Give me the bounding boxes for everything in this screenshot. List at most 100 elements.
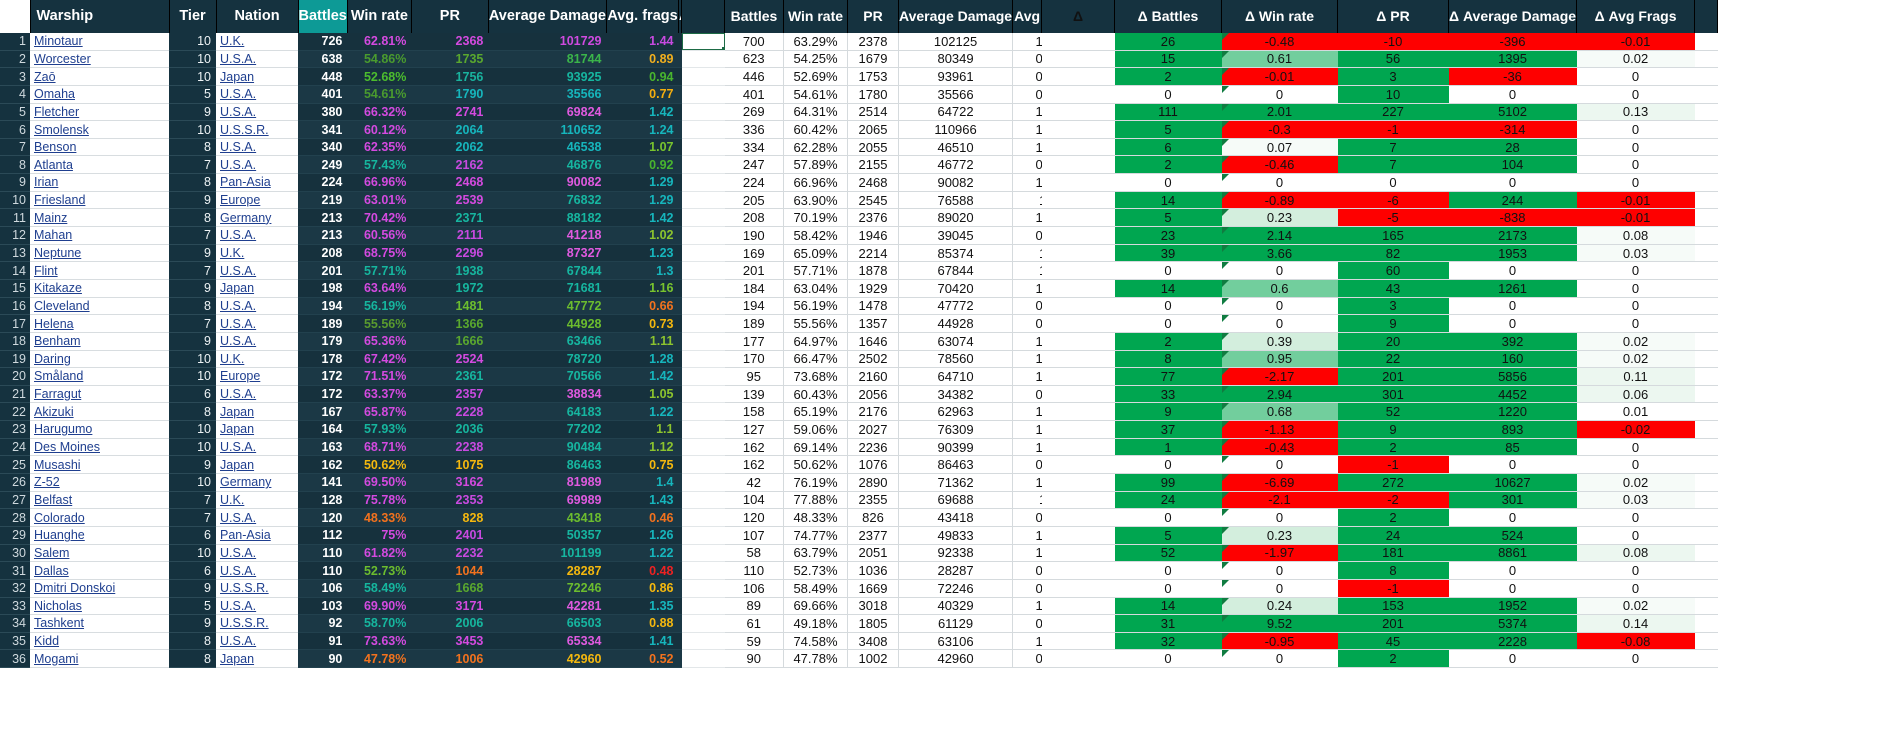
warship-name-cell[interactable]: Dallas (30, 561, 169, 580)
delta-spacer-cell[interactable] (1041, 526, 1115, 545)
warship-link[interactable]: Cleveland (34, 298, 90, 313)
nation-link[interactable]: U.K. (220, 351, 245, 366)
header-warship[interactable]: Warship (29, 0, 170, 33)
nation-link[interactable]: U.K. (220, 34, 245, 49)
delta-spacer-cell[interactable] (1041, 33, 1115, 51)
warship-name-cell[interactable]: Huanghe (30, 526, 169, 545)
nation-link[interactable]: U.S.A. (220, 104, 257, 119)
nation-link[interactable]: U.S.A. (220, 140, 257, 155)
delta-spacer-cell[interactable] (1041, 332, 1115, 351)
nation-cell[interactable]: U.S.A. (216, 332, 298, 351)
spacer-cell[interactable] (681, 244, 725, 263)
mid-header-pr[interactable]: PR (847, 0, 899, 33)
warship-link[interactable]: Colorado (34, 510, 85, 525)
header-battles[interactable]: Battles (297, 0, 348, 33)
warship-link[interactable]: Omaha (34, 87, 75, 102)
spacer-cell[interactable] (681, 50, 725, 69)
warship-name-cell[interactable]: Mogami (30, 649, 169, 669)
delta-spacer-cell[interactable] (1041, 385, 1115, 404)
warship-name-cell[interactable]: Colorado (30, 508, 169, 527)
nation-link[interactable]: U.S.A. (220, 87, 257, 102)
nation-cell[interactable]: U.K. (216, 244, 298, 263)
spacer-cell[interactable] (681, 155, 725, 175)
warship-link[interactable]: Z-52 (34, 475, 60, 490)
mid-header-win-rate[interactable]: Win rate (783, 0, 848, 33)
warship-link[interactable]: Huanghe (34, 528, 85, 543)
delta-spacer-cell[interactable] (1041, 420, 1115, 439)
spacer-cell[interactable] (681, 473, 725, 492)
nation-cell[interactable]: Japan (216, 402, 298, 422)
nation-cell[interactable]: U.S.A. (216, 632, 298, 651)
warship-link[interactable]: Des Moines (34, 440, 100, 455)
delta-spacer-cell[interactable] (1041, 67, 1115, 86)
nation-cell[interactable]: U.S.A. (216, 103, 298, 122)
warship-name-cell[interactable]: Harugumo (30, 420, 169, 439)
warship-name-cell[interactable]: Atlanta (30, 155, 169, 175)
delta-spacer-cell[interactable] (1041, 614, 1115, 633)
spacer-cell[interactable] (681, 420, 725, 439)
delta-spacer-cell[interactable] (1041, 103, 1115, 122)
mid-header-average-damage[interactable]: Average Damage (897, 0, 1014, 33)
spacer-cell[interactable] (681, 491, 725, 510)
nation-cell[interactable]: Pan-Asia (216, 526, 298, 545)
nation-link[interactable]: U.S.S.R. (220, 581, 269, 596)
warship-name-cell[interactable]: Cleveland (30, 297, 169, 316)
delta-spacer-cell[interactable] (1041, 279, 1115, 298)
delta-spacer-cell[interactable] (1041, 226, 1115, 245)
nation-link[interactable]: U.S.A. (220, 545, 257, 560)
spacer-cell[interactable] (681, 297, 725, 316)
warship-name-cell[interactable]: Omaha (30, 85, 169, 104)
spacer-cell[interactable] (681, 261, 725, 280)
delta-spacer-cell[interactable] (1041, 402, 1115, 422)
delta-spacer-cell[interactable] (1041, 632, 1115, 651)
warship-link[interactable]: Akizuki (34, 404, 74, 419)
warship-link[interactable]: Dmitri Donskoi (34, 581, 116, 596)
delta-spacer-cell[interactable] (1041, 508, 1115, 527)
warship-link[interactable]: Benson (34, 140, 77, 155)
delta-spacer-cell[interactable] (1041, 438, 1115, 457)
nation-link[interactable]: Europe (220, 369, 261, 384)
nation-link[interactable]: U.S.A. (220, 263, 257, 278)
warship-name-cell[interactable]: Salem (30, 544, 169, 563)
nation-link[interactable]: Japan (220, 404, 255, 419)
warship-name-cell[interactable]: Benson (30, 138, 169, 157)
delta-spacer-cell[interactable] (1041, 191, 1115, 210)
warship-name-cell[interactable]: Daring (30, 350, 169, 369)
nation-link[interactable]: U.K. (220, 492, 245, 507)
warship-link[interactable]: Mahan (34, 228, 73, 243)
delta-spacer-cell[interactable] (1041, 579, 1115, 598)
warship-name-cell[interactable]: Småland (30, 367, 169, 386)
nation-cell[interactable]: U.S.A. (216, 226, 298, 245)
warship-name-cell[interactable]: Helena (30, 314, 169, 333)
nation-link[interactable]: Europe (220, 193, 261, 208)
nation-cell[interactable]: Germany (216, 208, 298, 228)
spacer-cell[interactable] (681, 579, 725, 598)
spacer-cell[interactable] (681, 438, 725, 457)
header-average-damage[interactable]: Average Damage (487, 0, 608, 33)
delta-spacer-cell[interactable] (1041, 50, 1115, 69)
nation-link[interactable]: U.S.A. (220, 440, 257, 455)
nation-link[interactable]: U.S.A. (220, 228, 257, 243)
nation-cell[interactable]: U.S.A. (216, 155, 298, 175)
spacer-cell[interactable] (681, 314, 725, 333)
spacer-cell[interactable] (681, 402, 725, 422)
delta-spacer-cell[interactable] (1041, 491, 1115, 510)
spacer-cell[interactable] (681, 508, 725, 527)
warship-name-cell[interactable]: Friesland (30, 191, 169, 210)
nation-cell[interactable]: U.S.A. (216, 508, 298, 527)
nation-link[interactable]: U.S.S.R. (220, 122, 269, 137)
nation-link[interactable]: Japan (220, 281, 255, 296)
delta-spacer-cell[interactable] (1041, 455, 1115, 475)
warship-link[interactable]: Worcester (34, 51, 91, 66)
nation-link[interactable]: Japan (220, 651, 255, 666)
nation-cell[interactable]: U.S.A. (216, 314, 298, 333)
warship-name-cell[interactable]: Akizuki (30, 402, 169, 422)
spacer-cell[interactable] (681, 226, 725, 245)
delta-header-battles[interactable]: Δ Battles (1114, 0, 1222, 33)
header-pr[interactable]: PR (410, 0, 489, 33)
nation-cell[interactable]: U.S.A. (216, 261, 298, 280)
spacer-cell[interactable] (681, 544, 725, 563)
warship-name-cell[interactable]: Mainz (30, 208, 169, 228)
spacer-cell[interactable] (681, 455, 725, 475)
nation-cell[interactable]: U.K. (216, 33, 298, 51)
